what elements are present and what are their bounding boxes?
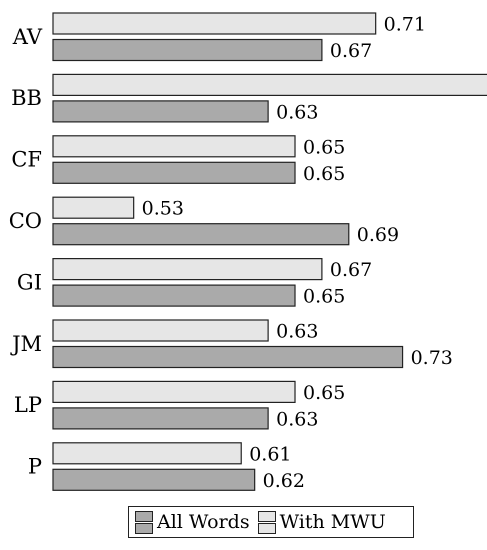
value-label-with-mwu-cf: 0.65 [303, 136, 345, 158]
value-label-with-mwu-p: 0.61 [249, 443, 291, 465]
legend-item-with-mwu: With MWU [257, 510, 386, 534]
value-label-all-words-jm: 0.73 [411, 347, 453, 369]
category-label-co: CO [9, 209, 42, 233]
bar-all-words-av [52, 38, 323, 62]
legend-label-with-mwu: With MWU [279, 511, 386, 533]
bar-with-mwu-co [52, 196, 135, 219]
value-label-all-words-bb: 0.63 [276, 101, 318, 123]
value-label-with-mwu-lp: 0.65 [303, 382, 345, 404]
category-label-gi: GI [17, 270, 42, 294]
value-label-with-mwu-co: 0.53 [142, 198, 184, 220]
bar-with-mwu-lp [52, 380, 296, 403]
bar-with-mwu-av [52, 12, 377, 35]
bar-all-words-gi [52, 284, 296, 307]
category-label-p: P [28, 455, 42, 479]
legend-label-all-words: All Words [157, 511, 250, 533]
bar-with-mwu-gi [52, 258, 323, 281]
category-label-av: AV [12, 25, 43, 49]
bar-with-mwu-cf [52, 135, 296, 158]
value-label-all-words-av: 0.67 [330, 40, 372, 62]
value-label-all-words-co: 0.69 [357, 224, 399, 246]
value-label-with-mwu-jm: 0.63 [276, 321, 318, 343]
bar-all-words-lp [52, 407, 269, 430]
legend-swatch-all-words [135, 510, 153, 534]
value-label-with-mwu-av: 0.71 [384, 14, 426, 36]
bar-all-words-jm [52, 345, 404, 369]
category-label-cf: CF [11, 148, 42, 172]
value-label-all-words-cf: 0.65 [303, 163, 345, 185]
category-label-bb: BB [11, 86, 42, 110]
bar-with-mwu-p [52, 442, 242, 465]
bar-with-mwu-jm [52, 319, 269, 342]
legend: All Words With MWU [128, 506, 414, 538]
bar-all-words-cf [52, 161, 296, 184]
bar-with-mwu-bb [52, 73, 487, 97]
bar-all-words-p [52, 468, 256, 491]
value-label-all-words-lp: 0.63 [276, 408, 318, 430]
value-label-with-mwu-gi: 0.67 [330, 259, 372, 281]
category-label-lp: LP [14, 393, 42, 417]
bar-all-words-bb [52, 100, 269, 123]
legend-swatch-with-mwu [257, 510, 276, 534]
legend-item-all-words: All Words [135, 510, 250, 534]
value-label-all-words-p: 0.62 [263, 470, 305, 492]
category-label-jm: JM [10, 332, 42, 356]
bar-all-words-co [52, 223, 350, 246]
value-label-all-words-gi: 0.65 [303, 286, 345, 308]
